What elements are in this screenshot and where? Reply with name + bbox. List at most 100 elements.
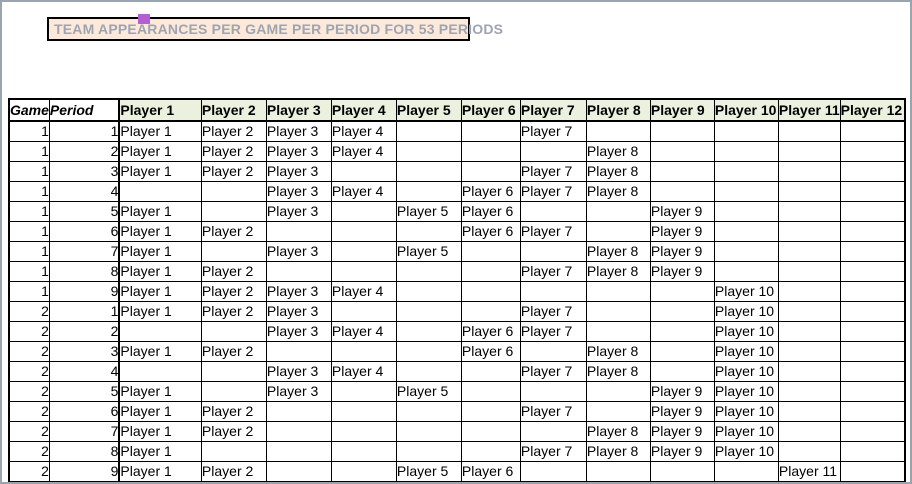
appearance-cell-r7-c10[interactable]: [713, 241, 779, 262]
appearance-cell-r18-c2[interactable]: Player 2: [200, 461, 267, 482]
appearance-cell-r3-c4[interactable]: [330, 161, 397, 182]
appearance-cell-r18-c1[interactable]: Player 1: [118, 461, 202, 482]
appearance-cell-r9-c6[interactable]: [460, 281, 521, 302]
column-header-player-8[interactable]: Player 8: [585, 98, 651, 122]
appearance-cell-r4-c12[interactable]: [839, 181, 906, 202]
appearance-cell-r10-c5[interactable]: [395, 301, 462, 322]
column-header-player-10[interactable]: Player 10: [713, 98, 779, 122]
appearance-cell-r11-c9[interactable]: [649, 321, 715, 342]
appearance-cell-r13-c8[interactable]: Player 8: [585, 361, 651, 382]
appearance-cell-r15-c4[interactable]: [330, 401, 397, 422]
game-cell[interactable]: 2: [8, 401, 50, 422]
column-header-period[interactable]: Period: [48, 98, 121, 122]
period-cell[interactable]: 2: [48, 321, 121, 342]
appearance-cell-r17-c5[interactable]: [395, 441, 462, 462]
appearance-cell-r5-c11[interactable]: [777, 201, 841, 222]
game-cell[interactable]: 1: [8, 181, 50, 202]
appearance-cell-r18-c6[interactable]: Player 6: [460, 461, 521, 482]
period-cell[interactable]: 1: [48, 120, 121, 142]
column-header-game[interactable]: Game: [8, 98, 50, 122]
appearance-cell-r11-c1[interactable]: [118, 321, 202, 342]
appearance-cell-r5-c5[interactable]: Player 5: [395, 201, 462, 222]
appearance-cell-r7-c9[interactable]: Player 9: [649, 241, 715, 262]
period-cell[interactable]: 3: [48, 341, 121, 362]
appearance-cell-r6-c5[interactable]: [395, 221, 462, 242]
appearance-cell-r5-c7[interactable]: [519, 201, 587, 222]
appearance-cell-r6-c6[interactable]: Player 6: [460, 221, 521, 242]
appearance-cell-r9-c9[interactable]: [649, 281, 715, 302]
appearance-cell-r9-c7[interactable]: [519, 281, 587, 302]
appearance-cell-r6-c3[interactable]: [265, 221, 332, 242]
appearance-cell-r9-c12[interactable]: [839, 281, 906, 302]
appearance-cell-r14-c12[interactable]: [839, 381, 906, 402]
appearance-cell-r13-c7[interactable]: Player 7: [519, 361, 587, 382]
appearance-cell-r17-c7[interactable]: Player 7: [519, 441, 587, 462]
appearance-cell-r14-c7[interactable]: [519, 381, 587, 402]
appearance-cell-r12-c1[interactable]: Player 1: [118, 341, 202, 362]
appearance-cell-r18-c8[interactable]: [585, 461, 651, 482]
appearance-cell-r6-c9[interactable]: Player 9: [649, 221, 715, 242]
appearance-cell-r17-c6[interactable]: [460, 441, 521, 462]
appearance-cell-r16-c10[interactable]: Player 10: [713, 421, 779, 442]
appearance-cell-r3-c12[interactable]: [839, 161, 906, 182]
game-cell[interactable]: 1: [8, 201, 50, 222]
appearance-cell-r16-c2[interactable]: Player 2: [200, 421, 267, 442]
appearance-cell-r16-c3[interactable]: [265, 421, 332, 442]
appearance-cell-r5-c6[interactable]: Player 6: [460, 201, 521, 222]
period-cell[interactable]: 4: [48, 181, 121, 202]
appearance-cell-r1-c4[interactable]: Player 4: [330, 120, 397, 142]
game-cell[interactable]: 2: [8, 421, 50, 442]
appearance-cell-r13-c1[interactable]: [118, 361, 202, 382]
period-cell[interactable]: 8: [48, 261, 121, 282]
appearance-cell-r16-c12[interactable]: [839, 421, 906, 442]
appearance-cell-r8-c2[interactable]: Player 2: [200, 261, 267, 282]
appearance-cell-r12-c4[interactable]: [330, 341, 397, 362]
appearance-cell-r10-c12[interactable]: [839, 301, 906, 322]
appearance-cell-r15-c1[interactable]: Player 1: [118, 401, 202, 422]
appearance-cell-r11-c6[interactable]: Player 6: [460, 321, 521, 342]
appearance-cell-r2-c6[interactable]: [460, 141, 521, 162]
appearance-cell-r1-c11[interactable]: [777, 120, 841, 142]
appearance-cell-r3-c3[interactable]: Player 3: [265, 161, 332, 182]
appearance-cell-r16-c7[interactable]: [519, 421, 587, 442]
appearance-cell-r18-c11[interactable]: Player 11: [777, 461, 841, 482]
appearance-cell-r3-c8[interactable]: Player 8: [585, 161, 651, 182]
period-cell[interactable]: 6: [48, 221, 121, 242]
appearance-cell-r1-c5[interactable]: [395, 120, 462, 142]
appearance-cell-r10-c6[interactable]: [460, 301, 521, 322]
appearance-cell-r6-c4[interactable]: [330, 221, 397, 242]
appearance-cell-r9-c4[interactable]: Player 4: [330, 281, 397, 302]
appearance-cell-r4-c2[interactable]: [200, 181, 267, 202]
appearance-cell-r7-c2[interactable]: [200, 241, 267, 262]
game-cell[interactable]: 1: [8, 161, 50, 182]
appearance-cell-r12-c11[interactable]: [777, 341, 841, 362]
appearance-cell-r7-c11[interactable]: [777, 241, 841, 262]
appearance-cell-r11-c10[interactable]: Player 10: [713, 321, 779, 342]
appearance-cell-r7-c6[interactable]: [460, 241, 521, 262]
appearance-cell-r18-c12[interactable]: [839, 461, 906, 482]
appearance-cell-r3-c5[interactable]: [395, 161, 462, 182]
appearance-cell-r14-c9[interactable]: Player 9: [649, 381, 715, 402]
appearance-cell-r11-c2[interactable]: [200, 321, 267, 342]
period-cell[interactable]: 2: [48, 141, 121, 162]
column-header-player-6[interactable]: Player 6: [460, 98, 521, 122]
period-cell[interactable]: 9: [48, 461, 121, 482]
appearance-cell-r4-c11[interactable]: [777, 181, 841, 202]
appearance-cell-r17-c11[interactable]: [777, 441, 841, 462]
appearance-cell-r2-c3[interactable]: Player 3: [265, 141, 332, 162]
appearance-cell-r3-c6[interactable]: [460, 161, 521, 182]
appearance-cell-r18-c5[interactable]: Player 5: [395, 461, 462, 482]
appearance-cell-r4-c3[interactable]: Player 3: [265, 181, 332, 202]
appearance-cell-r1-c12[interactable]: [839, 120, 906, 142]
appearance-cell-r13-c2[interactable]: [200, 361, 267, 382]
appearance-cell-r8-c11[interactable]: [777, 261, 841, 282]
appearance-cell-r5-c12[interactable]: [839, 201, 906, 222]
appearance-cell-r6-c1[interactable]: Player 1: [118, 221, 202, 242]
appearance-cell-r4-c6[interactable]: Player 6: [460, 181, 521, 202]
appearance-cell-r9-c5[interactable]: [395, 281, 462, 302]
period-cell[interactable]: 8: [48, 441, 121, 462]
appearance-cell-r15-c3[interactable]: [265, 401, 332, 422]
game-cell[interactable]: 2: [8, 461, 50, 482]
appearance-cell-r6-c8[interactable]: [585, 221, 651, 242]
appearance-cell-r13-c4[interactable]: Player 4: [330, 361, 397, 382]
